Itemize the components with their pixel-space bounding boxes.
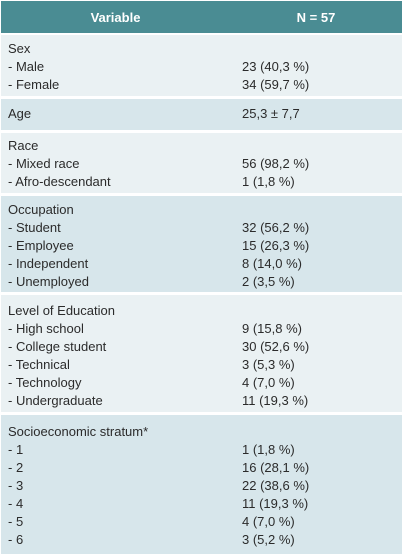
table-row: - Afro-descendant 1 (1,8 %): [1, 173, 402, 191]
row-value: 4 (7,0 %): [242, 514, 295, 529]
row-label: - Unemployed: [8, 274, 89, 289]
table-row: - Student 32 (56,2 %): [1, 219, 402, 237]
row-value: 22 (38,6 %): [242, 478, 310, 493]
row-label: - Student: [8, 220, 61, 235]
table-row: Occupation: [1, 201, 402, 219]
table-row: - Undergraduate 11 (19,3 %): [1, 392, 402, 410]
row-value: 9 (15,8 %): [242, 321, 302, 336]
row-value: 32 (56,2 %): [242, 220, 310, 235]
section-sex: Sex - Male 23 (40,3 %) - Female 34 (59,7…: [1, 35, 402, 96]
header-n: N = 57: [296, 10, 336, 25]
table-row: Socioeconomic stratum*: [1, 423, 402, 441]
row-label: - 3: [8, 478, 24, 493]
table-row: - 6 3 (5,2 %): [1, 531, 402, 549]
row-value: 23 (40,3 %): [242, 59, 310, 74]
row-value: 30 (52,6 %): [242, 339, 310, 354]
row-label: - Employee: [8, 238, 74, 253]
table-row: - Unemployed 2 (3,5 %): [1, 273, 402, 291]
table-row: - Technology 4 (7,0 %): [1, 374, 402, 392]
table-row: - Employee 15 (26,3 %): [1, 237, 402, 255]
row-value: 16 (28,1 %): [242, 460, 310, 475]
row-label: - Independent: [8, 256, 89, 271]
table-row: - Technical 3 (5,3 %): [1, 356, 402, 374]
row-value: 2 (3,5 %): [242, 274, 295, 289]
row-value: 4 (7,0 %): [242, 375, 295, 390]
row-value: 8 (14,0 %): [242, 256, 302, 271]
row-value: 11 (19,3 %): [242, 393, 309, 408]
row-label: - 6: [8, 532, 24, 547]
table-row: Level of Education: [1, 302, 402, 320]
table-row: - College student 30 (52,6 %): [1, 338, 402, 356]
table-row: - 3 22 (38,6 %): [1, 477, 402, 495]
table-row: Race: [1, 137, 402, 155]
row-label: Sex: [8, 41, 31, 56]
table-row: - 4 11 (19,3 %): [1, 495, 402, 513]
row-label: Level of Education: [8, 303, 115, 318]
row-label: Occupation: [8, 202, 74, 217]
table-row: - 2 16 (28,1 %): [1, 459, 402, 477]
table-row: - Mixed race 56 (98,2 %): [1, 155, 402, 173]
table-row: - 5 4 (7,0 %): [1, 513, 402, 531]
table-row: - Independent 8 (14,0 %): [1, 255, 402, 273]
row-label: - 5: [8, 514, 24, 529]
row-label: - Female: [8, 77, 60, 92]
row-label: - Technical: [8, 357, 70, 372]
row-label: - 2: [8, 460, 24, 475]
row-label: - Male: [8, 59, 45, 74]
table-row: Age 25,3 ± 7,7: [1, 105, 402, 123]
section-socioeconomic: Socioeconomic stratum* - 1 1 (1,8 %) - 2…: [1, 415, 402, 554]
row-value: 56 (98,2 %): [242, 156, 310, 171]
row-label: - College student: [8, 339, 107, 354]
section-age: Age 25,3 ± 7,7: [1, 99, 402, 130]
table-row: Sex: [1, 40, 402, 58]
section-occupation: Occupation - Student 32 (56,2 %) - Emplo…: [1, 196, 402, 292]
row-value: 1 (1,8 %): [242, 174, 295, 189]
section-education: Level of Education - High school 9 (15,8…: [1, 295, 402, 412]
row-value: 15 (26,3 %): [242, 238, 310, 253]
row-label: - High school: [8, 321, 84, 336]
row-label: Socioeconomic stratum*: [8, 424, 149, 439]
row-label: - Afro-descendant: [8, 174, 111, 189]
row-value: 25,3 ± 7,7: [242, 106, 300, 121]
row-label: Race: [8, 138, 39, 153]
table-header: Variable N = 57: [1, 1, 402, 33]
table-row: - Male 23 (40,3 %): [1, 58, 402, 76]
table-row: - Female 34 (59,7 %): [1, 76, 402, 94]
row-label: Age: [8, 106, 32, 121]
section-race: Race - Mixed race 56 (98,2 %) - Afro-des…: [1, 133, 402, 193]
table-row: - 1 1 (1,8 %): [1, 441, 402, 459]
table-row: - High school 9 (15,8 %): [1, 320, 402, 338]
header-variable: Variable: [90, 10, 141, 25]
row-value: 3 (5,3 %): [242, 357, 295, 372]
row-label: - Technology: [8, 375, 82, 390]
row-value: 34 (59,7 %): [242, 77, 310, 92]
row-label: - 1: [8, 442, 24, 457]
row-label: - 4: [8, 496, 24, 511]
row-value: 3 (5,2 %): [242, 532, 295, 547]
row-value: 1 (1,8 %): [242, 442, 295, 457]
row-label: - Undergraduate: [8, 393, 103, 408]
row-label: - Mixed race: [8, 156, 80, 171]
row-value: 11 (19,3 %): [242, 496, 309, 511]
